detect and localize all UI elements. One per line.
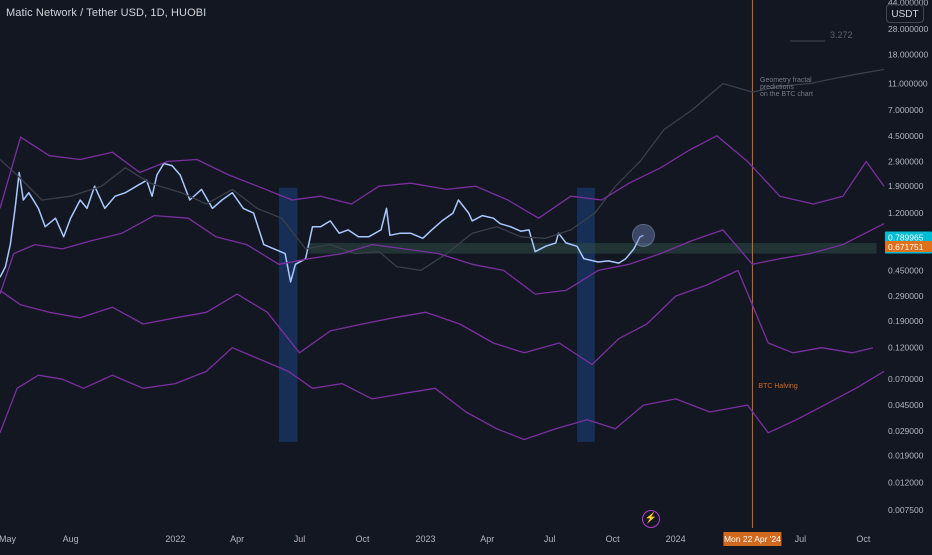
price-badge-label: 0.671751	[888, 242, 924, 252]
halving-date-label: Mon 22 Apr '24	[724, 534, 781, 544]
x-tick-label: May	[0, 534, 17, 544]
lightning-icon[interactable]: ⚡	[642, 510, 660, 528]
highlight-column-0	[278, 187, 298, 442]
y-tick-label: 18.000000	[888, 50, 928, 60]
x-tick-label: 2024	[666, 534, 686, 544]
x-tick-label: Oct	[606, 534, 621, 544]
y-tick-label: 0.070000	[888, 374, 924, 384]
y-tick-label: 4.500000	[888, 131, 924, 141]
x-tick-label: 2023	[416, 534, 436, 544]
x-tick-label: Jul	[544, 534, 556, 544]
currency-button[interactable]: USDT	[886, 4, 924, 23]
y-tick-label: 1.900000	[888, 181, 924, 191]
y-tick-label: 0.190000	[888, 316, 924, 326]
support-zone	[309, 242, 877, 254]
y-tick-label: 0.290000	[888, 291, 924, 301]
y-tick-label: 44.000000	[888, 0, 928, 7]
annotation-btc-halving: BTC Halving	[758, 383, 797, 390]
current-price-marker	[631, 223, 655, 247]
x-tick-label: Jul	[795, 534, 807, 544]
x-tick-label: Jul	[294, 534, 306, 544]
price-badge-1	[885, 240, 932, 252]
series-line-fractal-lower	[0, 269, 874, 366]
x-tick-label: Apr	[230, 534, 244, 544]
series-line-matic-usdt	[0, 162, 644, 283]
y-tick-label: 0.007500	[888, 505, 924, 515]
x-tick-label: Oct	[856, 534, 871, 544]
y-tick-label: 28.000000	[888, 24, 928, 34]
halving-date-badge	[723, 532, 782, 546]
x-tick-label: 2022	[165, 534, 185, 544]
y-tick-label: 7.000000	[888, 105, 924, 115]
x-tick-label: Oct	[356, 534, 371, 544]
highlight-column-1	[576, 187, 595, 442]
series-line-fractal-upper	[0, 135, 885, 219]
series-line-fractal-middle	[0, 214, 885, 295]
y-tick-label: 0.019000	[888, 451, 924, 461]
y-tick-label: 0.012000	[888, 477, 924, 487]
series-line-btc-fractal	[0, 68, 885, 272]
y-tick-label: 1.200000	[888, 208, 924, 218]
y-tick-label: 2.900000	[888, 156, 924, 166]
x-tick-label: Apr	[480, 534, 494, 544]
y-tick-label: 0.120000	[888, 343, 924, 353]
y-tick-label: 11.000000	[888, 78, 928, 88]
chart-title: Matic Network / Tether USD, 1D, HUOBI	[6, 7, 207, 19]
annotation-geometry-fractal: Geometry fractal predictions on the BTC ch…	[760, 77, 813, 98]
annotation-value: 3.272	[830, 30, 853, 40]
y-tick-label: 0.450000	[888, 265, 924, 275]
y-tick-label: 0.029000	[888, 426, 924, 436]
y-tick-label: 0.045000	[888, 400, 924, 410]
series-line-fractal-bottom	[0, 347, 885, 441]
x-tick-label: Aug	[63, 534, 79, 544]
price-badge-label: 0.789965	[888, 233, 924, 243]
